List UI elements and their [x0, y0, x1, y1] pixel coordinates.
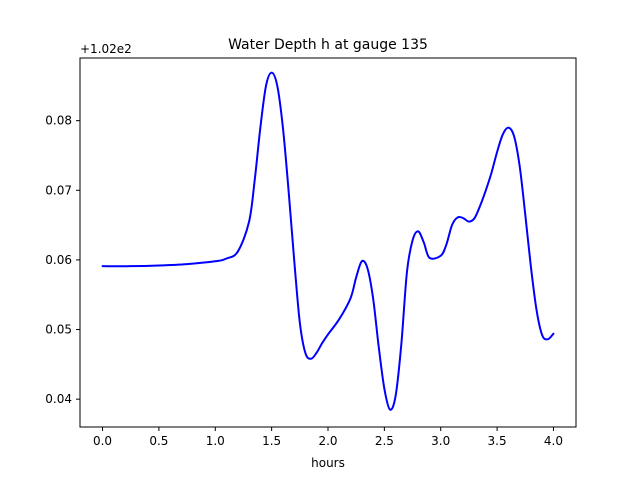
x-tick-label: 3.5	[488, 434, 507, 448]
x-axis-label: hours	[311, 456, 345, 470]
y-axis-ticks: 0.04 0.05 0.06 0.07 0.08	[45, 114, 80, 406]
x-axis-ticks: 0.0 0.5 1.0 1.5 2.0 2.5 3.0 3.5 4.0	[93, 427, 563, 448]
y-tick-label: 0.08	[45, 114, 72, 128]
x-tick-label: 1.5	[262, 434, 281, 448]
x-tick-label: 3.0	[431, 434, 450, 448]
x-tick-label: 1.0	[206, 434, 225, 448]
x-tick-label: 2.5	[375, 434, 394, 448]
x-tick-label: 0.5	[149, 434, 168, 448]
chart-title: Water Depth h at gauge 135	[228, 37, 428, 53]
x-tick-label: 2.0	[318, 434, 337, 448]
y-tick-label: 0.05	[45, 323, 72, 337]
y-tick-label: 0.04	[45, 392, 72, 406]
x-tick-label: 4.0	[544, 434, 563, 448]
y-tick-label: 0.06	[45, 253, 72, 267]
y-tick-label: 0.07	[45, 183, 72, 197]
plot-frame	[79, 57, 577, 428]
x-tick-label: 0.0	[93, 434, 112, 448]
series-line	[101, 71, 555, 411]
y-offset-label: +1.02e2	[80, 42, 132, 56]
